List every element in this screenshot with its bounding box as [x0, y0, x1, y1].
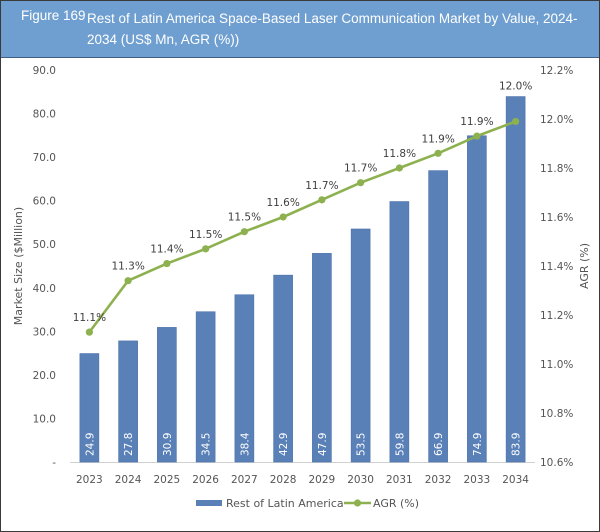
agr-data-labels: 11.1% 11.3% 11.4% 11.5% 11.5% 11.6% 11.7% 11.7%…: [73, 81, 533, 325]
figure-header: Figure 169 Rest of Latin America Space-B…: [1, 1, 599, 58]
agr-point: [279, 213, 287, 221]
y-tick-label: 60.0: [33, 196, 56, 208]
x-tick-label: 2027: [231, 474, 258, 486]
bar: [505, 96, 526, 463]
bar-data-label: 24.9: [84, 433, 96, 456]
y-tick-label: 90.0: [33, 65, 56, 77]
x-tick-label: 2025: [154, 474, 181, 486]
y2-tick-label: 11.0%: [540, 359, 573, 371]
agr-data-label: 11.1%: [73, 312, 106, 324]
bar: [195, 311, 216, 463]
x-tick-label: 2031: [386, 474, 413, 486]
agr-point: [85, 328, 93, 336]
x-axis: 2023 2024 2025 2026 2027 2028 2029 2030 2031 2032…: [76, 474, 529, 486]
x-tick-label: 2033: [464, 474, 491, 486]
bar-series: [79, 96, 526, 463]
y2-tick-label: 11.6%: [540, 212, 573, 224]
y-axis-left: - 10.0 20.0 30.0 40.0 50.0 60.0 70.0 80.0 90.0: [33, 65, 57, 469]
legend-line-marker: [353, 499, 362, 507]
y-tick-label: -: [52, 457, 56, 469]
agr-point: [434, 149, 442, 157]
agr-data-label: 12.0%: [499, 81, 532, 93]
bar: [118, 340, 138, 463]
y2-axis-title: AGR (%): [578, 243, 591, 289]
figure-number: Figure 169: [21, 8, 86, 23]
agr-data-label: 11.5%: [189, 229, 222, 241]
bar-data-label: 53.5: [356, 433, 368, 456]
bar-data-label: 83.9: [511, 433, 523, 456]
x-tick-label: 2023: [76, 474, 103, 486]
y2-tick-label: 11.8%: [540, 163, 573, 175]
x-tick-label: 2029: [309, 474, 336, 486]
bar: [350, 228, 371, 463]
bar-data-label: 34.5: [201, 433, 213, 456]
y-tick-label: 10.0: [33, 413, 56, 425]
agr-point: [318, 196, 326, 204]
agr-point: [163, 259, 171, 268]
agr-line-series: [85, 117, 520, 336]
bar-data-label: 42.9: [278, 433, 290, 456]
bar: [273, 274, 293, 463]
y2-tick-label: 11.4%: [540, 261, 573, 273]
y-tick-label: 20.0: [33, 370, 56, 382]
agr-point: [202, 245, 210, 253]
bar-data-label: 47.9: [317, 433, 329, 456]
legend-label-agr: AGR (%): [373, 497, 419, 510]
bar: [79, 353, 100, 463]
legend-bar-swatch: [196, 500, 222, 506]
agr-data-label: 11.7%: [344, 163, 377, 175]
agr-data-label: 11.9%: [421, 133, 454, 145]
agr-point: [395, 164, 403, 172]
figure-title: Rest of Latin America Space-Based Laser …: [87, 11, 578, 47]
bar: [312, 253, 332, 463]
x-tick-label: 2034: [502, 474, 529, 486]
y-tick-label: 80.0: [33, 109, 56, 121]
agr-point: [473, 132, 481, 140]
bar: [157, 327, 177, 463]
agr-data-label: 11.8%: [383, 148, 416, 160]
agr-point: [124, 277, 132, 285]
x-tick-label: 2028: [270, 474, 297, 486]
bar: [234, 294, 255, 463]
y-axis-right: 10.6% 10.8% 11.0% 11.2% 11.4% 11.6% 11.8% 12.0%…: [540, 65, 573, 469]
legend: Rest of Latin America AGR (%): [196, 497, 419, 510]
bar: [428, 170, 448, 463]
y-tick-label: 40.0: [33, 283, 56, 295]
x-tick-label: 2030: [347, 474, 374, 486]
bar-data-labels: 24.9 27.8 30.9 34.5 38.4 42.9 47.9 53.5 59.8 66.9…: [84, 432, 522, 456]
y2-tick-label: 10.6%: [540, 457, 573, 469]
y-axis-title: Market Size ($Million): [12, 207, 25, 325]
y2-tick-label: 12.0%: [540, 114, 573, 126]
y2-tick-label: 10.8%: [540, 408, 573, 420]
agr-point: [357, 179, 365, 187]
agr-point: [512, 117, 520, 126]
y2-tick-label: 12.2%: [540, 65, 573, 77]
bar-data-label: 38.4: [239, 432, 251, 456]
bar-data-label: 30.9: [162, 433, 174, 456]
x-tick-label: 2024: [115, 474, 142, 486]
agr-data-label: 11.4%: [150, 244, 183, 256]
y-tick-label: 70.0: [33, 152, 56, 164]
x-tick-label: 2026: [192, 474, 219, 486]
y-tick-label: 50.0: [33, 239, 56, 251]
legend-label-bars: Rest of Latin America: [226, 497, 344, 510]
agr-data-label: 11.7%: [305, 180, 338, 192]
x-tick-label: 2032: [425, 474, 452, 486]
bar: [389, 201, 410, 463]
y-tick-label: 30.0: [33, 326, 56, 338]
y2-tick-label: 11.2%: [540, 310, 573, 322]
bar-data-label: 66.9: [433, 433, 445, 456]
bar: [467, 135, 487, 463]
bar-data-label: 27.8: [123, 433, 135, 456]
agr-data-label: 11.3%: [111, 261, 144, 273]
agr-line: [88, 120, 517, 333]
bar-data-label: 74.9: [472, 433, 484, 456]
agr-data-label: 11.5%: [228, 212, 261, 224]
bar-data-label: 59.8: [394, 433, 406, 456]
agr-data-label: 11.9%: [460, 116, 493, 128]
agr-data-label: 11.6%: [266, 197, 299, 209]
agr-point: [240, 228, 248, 236]
